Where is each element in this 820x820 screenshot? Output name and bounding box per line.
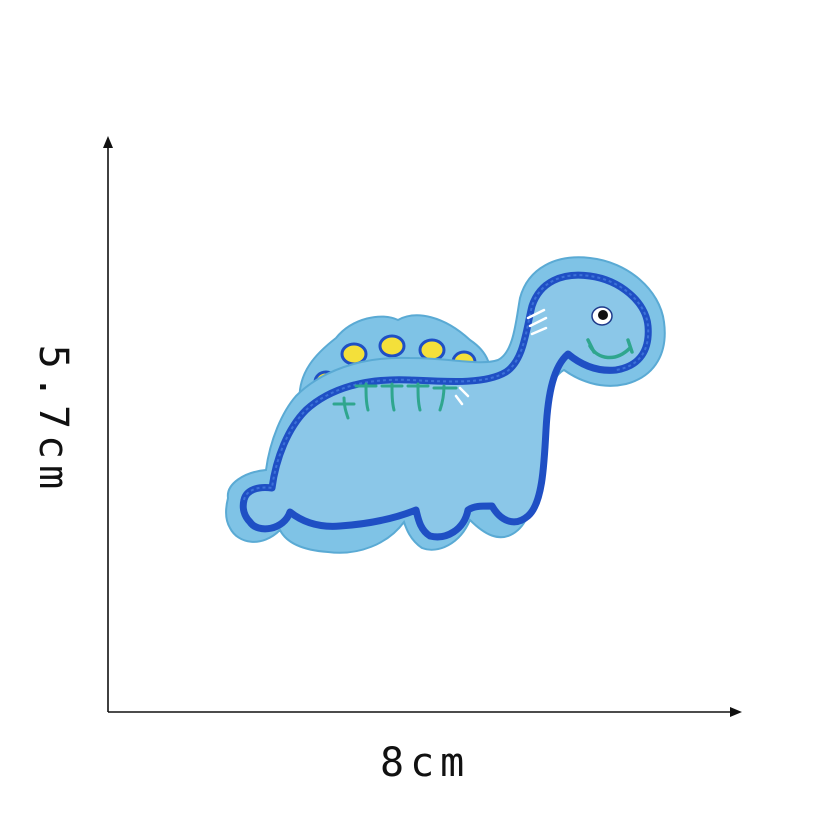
dinosaur-patch [225,256,666,554]
dinosaur-smile [586,338,634,360]
height-axis-arrow-icon [103,136,113,148]
neck-stitch [454,308,548,406]
dinosaur-eye [591,306,613,326]
belly-stitch [332,382,458,420]
width-axis-arrow-icon [730,707,742,717]
width-dimension-label: 8cm [380,740,471,786]
height-dimension-label: 5.7cm [30,344,76,496]
dimension-axes [103,136,742,717]
